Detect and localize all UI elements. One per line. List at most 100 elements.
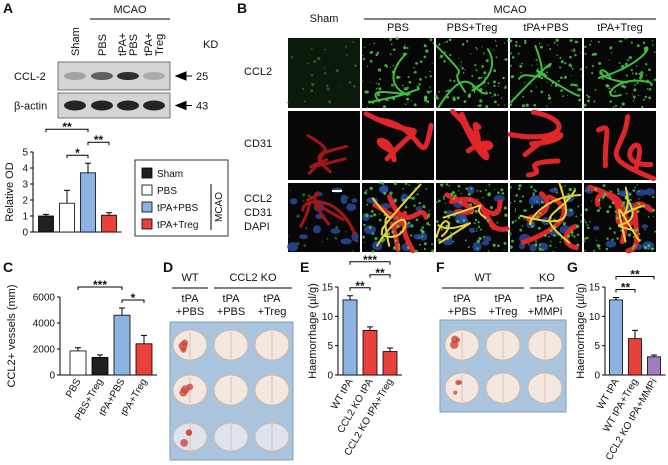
micrograph-bg	[362, 38, 434, 108]
bar	[69, 350, 87, 376]
speckle	[540, 90, 544, 94]
error-bar	[613, 297, 619, 300]
speckle	[417, 182, 419, 185]
speckle	[568, 63, 572, 67]
speckle	[429, 75, 432, 78]
speckle	[396, 76, 399, 80]
speckle	[497, 191, 500, 195]
speckle	[477, 76, 481, 80]
speckle	[521, 62, 523, 65]
group-label: MCAO	[114, 4, 147, 16]
speckle	[437, 43, 441, 46]
speckle	[425, 49, 428, 51]
speckle	[605, 248, 609, 251]
speckle	[515, 44, 517, 46]
speckle	[513, 200, 516, 203]
speckle	[560, 60, 564, 64]
speckle	[564, 62, 567, 65]
speckle	[438, 90, 441, 93]
speckle	[476, 247, 479, 250]
speckle	[609, 100, 613, 103]
speckle	[307, 194, 311, 198]
speckle	[366, 65, 369, 68]
speckle	[581, 75, 583, 77]
haemorrhage-spot	[186, 383, 194, 391]
speckle	[488, 183, 491, 186]
micrograph	[435, 183, 510, 252]
speckle	[566, 234, 571, 238]
speckle	[348, 81, 352, 84]
speckle	[429, 90, 432, 93]
speckle	[406, 47, 409, 50]
speckle	[362, 54, 364, 56]
speckle	[593, 100, 596, 103]
speckle	[587, 226, 590, 230]
legend-group-label: MCAO	[214, 192, 225, 222]
speckle	[611, 238, 614, 241]
speckle	[584, 237, 587, 240]
speckle	[303, 100, 306, 103]
speckle	[559, 56, 562, 59]
group-label: WT	[181, 272, 198, 284]
speckle	[435, 201, 438, 204]
significance-bracket	[45, 128, 89, 133]
speckle	[545, 211, 547, 214]
speckle	[390, 43, 393, 46]
speckle	[465, 187, 468, 190]
speckle	[550, 84, 553, 87]
blot-band	[143, 72, 165, 80]
speckle	[492, 80, 496, 84]
y-axis-label: CCL2+ vessels (mm)	[6, 285, 18, 388]
speckle	[495, 209, 497, 211]
speckle	[654, 230, 657, 233]
speckle	[491, 96, 493, 98]
legend-label: PBS	[157, 186, 177, 197]
speckle	[408, 184, 411, 186]
column-label: tPA+PBS	[448, 293, 476, 318]
speckle	[547, 96, 552, 100]
speckle	[428, 210, 430, 212]
speckle	[506, 229, 509, 232]
row-label: CCL2	[244, 66, 272, 78]
speckle	[476, 48, 478, 51]
speckle	[652, 247, 655, 250]
speckle	[421, 235, 424, 238]
speckle	[423, 242, 427, 246]
speckle	[630, 194, 632, 196]
micrograph-bg	[510, 111, 582, 180]
speckle	[624, 207, 626, 209]
speckle	[634, 229, 638, 232]
speckle	[546, 105, 548, 107]
speckle	[591, 64, 595, 68]
speckle	[395, 36, 399, 40]
y-tick-label: 5	[594, 341, 600, 352]
speckle	[448, 38, 452, 41]
speckle	[302, 193, 306, 197]
lane-label: tPA+Treg	[143, 33, 166, 56]
micrograph	[288, 111, 360, 180]
micrograph	[361, 36, 435, 109]
y-tick-label: 0	[327, 371, 333, 382]
vessel	[511, 62, 552, 102]
speckle	[469, 197, 472, 199]
speckle	[577, 205, 580, 208]
nucleus	[287, 242, 299, 252]
speckle	[593, 250, 596, 253]
speckle	[517, 52, 520, 55]
speckle	[418, 236, 420, 239]
speckle	[423, 95, 428, 99]
speckle	[601, 197, 604, 200]
speckle	[405, 242, 407, 245]
vessel	[376, 219, 407, 247]
legend-swatch	[141, 167, 153, 179]
speckle	[419, 212, 421, 214]
vessel	[519, 182, 568, 223]
speckle	[455, 197, 457, 199]
speckle	[578, 88, 582, 92]
speckle	[379, 78, 382, 81]
speckle	[412, 72, 414, 74]
speckle	[407, 75, 410, 79]
speckle	[493, 93, 497, 97]
speckle	[525, 103, 529, 107]
legend-swatch	[141, 201, 153, 213]
